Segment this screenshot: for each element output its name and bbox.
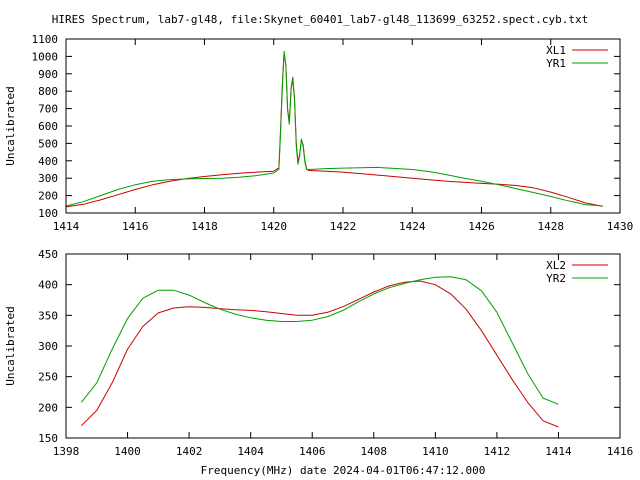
y-tick-label: 350 (38, 309, 58, 322)
x-tick-label: 1426 (468, 220, 495, 233)
x-tick-label: 1408 (361, 445, 388, 458)
y-tick-label: 200 (38, 190, 58, 203)
x-tick-label: 1430 (607, 220, 634, 233)
y-tick-label: 400 (38, 279, 58, 292)
x-tick-label: 1416 (122, 220, 149, 233)
x-tick-label: 1418 (191, 220, 218, 233)
x-axis-label: Frequency(MHz) date 2024-04-01T06:47:12.… (201, 464, 486, 477)
legend-label: XL1 (546, 44, 566, 57)
x-tick-label: 1424 (399, 220, 426, 233)
series-line-xl2 (81, 280, 559, 428)
y-tick-label: 700 (38, 103, 58, 116)
plot-frame (65, 38, 621, 214)
series-line-yr1 (65, 50, 603, 207)
x-tick-label: 1414 (53, 220, 80, 233)
y-tick-label: 400 (38, 155, 58, 168)
bottom-spectrum-panel: 1398 1400 1402 1404 1406 1408 1410 1412 1414 1416… (4, 248, 633, 477)
x-tick-label: 1422 (330, 220, 357, 233)
legend-label: YR1 (546, 57, 566, 70)
x-tick-label: 1400 (114, 445, 141, 458)
y-tick-label: 800 (38, 85, 58, 98)
x-tick-label: 1398 (53, 445, 80, 458)
top-spectrum-panel: 1414 1416 1418 1420 1422 1424 1426 1428 1430 100 2… (4, 33, 633, 233)
x-tick-label: 1420 (261, 220, 288, 233)
y-tick-label: 150 (38, 432, 58, 445)
y-tick-label: 300 (38, 172, 58, 185)
y-tick-label: 500 (38, 137, 58, 150)
x-tick-label: 1416 (607, 445, 634, 458)
x-tick-label: 1406 (299, 445, 326, 458)
x-tick-label: 1414 (545, 445, 572, 458)
y-axis-label: Uncalibrated (4, 306, 17, 385)
y-tick-label: 300 (38, 340, 58, 353)
y-tick-label: 1000 (32, 50, 59, 63)
series-line-xl1 (65, 52, 603, 208)
figure-title: HIRES Spectrum, lab7-gl48, file:Skynet_6… (52, 13, 588, 26)
y-tick-label: 900 (38, 68, 58, 81)
y-tick-label: 250 (38, 371, 58, 384)
legend-label: XL2 (546, 259, 566, 272)
x-tick-label: 1412 (484, 445, 511, 458)
legend-label: YR2 (546, 272, 566, 285)
series-line-yr2 (81, 276, 559, 405)
y-tick-label: 600 (38, 120, 58, 133)
y-tick-label: 200 (38, 401, 58, 414)
y-tick-label: 450 (38, 248, 58, 261)
y-axis-label: Uncalibrated (4, 86, 17, 165)
x-tick-label: 1410 (422, 445, 449, 458)
x-tick-label: 1402 (176, 445, 203, 458)
x-tick-label: 1428 (538, 220, 565, 233)
x-tick-label: 1404 (237, 445, 264, 458)
y-tick-label: 1100 (32, 33, 59, 46)
plot-frame (65, 253, 621, 439)
y-tick-label: 100 (38, 207, 58, 220)
